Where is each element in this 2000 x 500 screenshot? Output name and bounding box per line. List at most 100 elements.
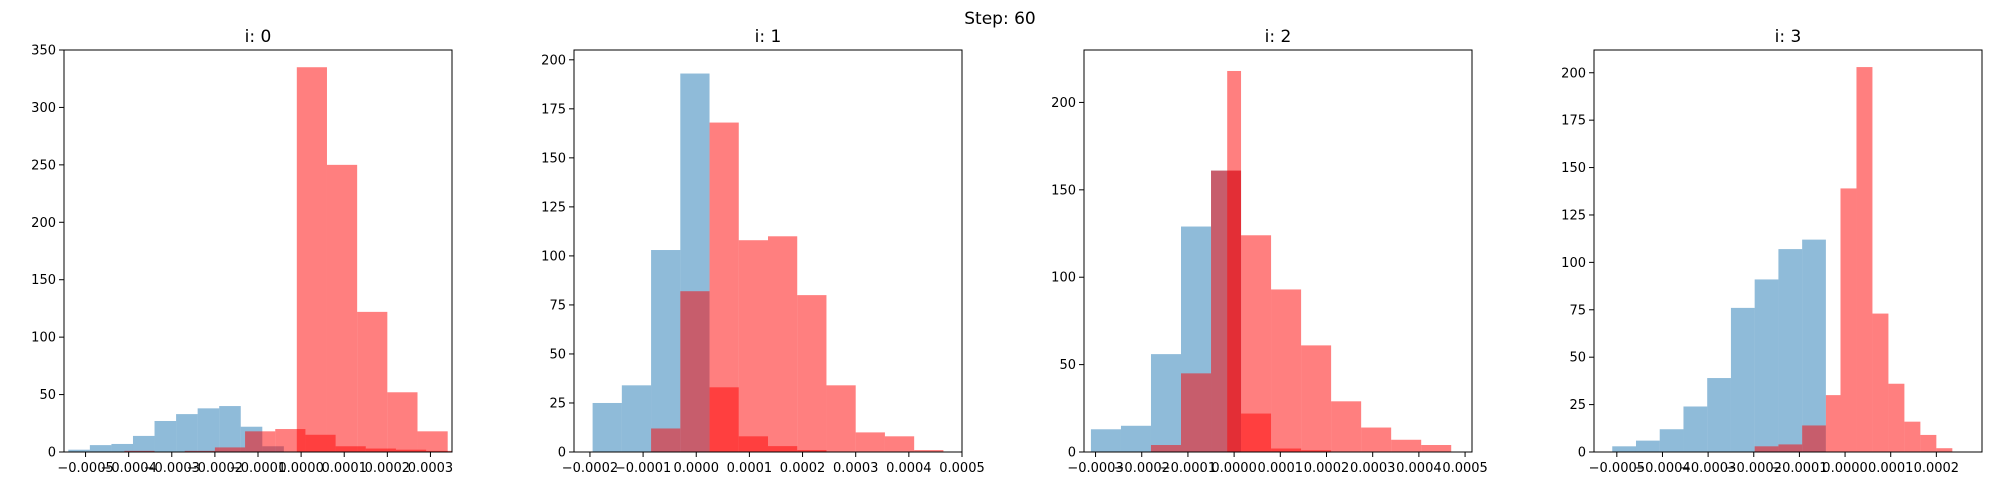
y-tick-label: 100	[1561, 256, 1586, 271]
x-tick-label: −0.0002	[562, 461, 618, 476]
bar	[124, 450, 155, 452]
bar	[1802, 425, 1826, 452]
bar	[417, 431, 448, 452]
bar	[621, 385, 652, 452]
bar	[1754, 279, 1779, 452]
y-tick-label: 100	[541, 249, 566, 264]
histogram-panels: i: 0−0.0005−0.0004−0.0003−0.0002−0.00010…	[31, 27, 1983, 476]
y-tick-label: 200	[1561, 66, 1586, 81]
bar	[1778, 444, 1803, 452]
panel-3: i: 3−0.0005−0.0004−0.0003−0.0002−0.00010…	[1561, 27, 1983, 476]
bar	[1936, 448, 1953, 452]
bar	[914, 450, 944, 452]
bar	[1872, 313, 1889, 452]
bar	[219, 406, 241, 452]
y-tick-label: 150	[1051, 183, 1076, 198]
x-tick-label: −0.0005	[57, 461, 113, 476]
bar	[680, 291, 710, 452]
bar	[1683, 406, 1708, 452]
y-tick-label: 25	[1569, 398, 1586, 413]
y-tick-label: 150	[31, 273, 56, 288]
bar	[89, 445, 112, 452]
x-tick-label: 0.0002	[1914, 461, 1960, 476]
bar	[1150, 445, 1181, 452]
y-tick-label: 50	[1059, 358, 1076, 373]
bar	[1301, 345, 1332, 452]
bar	[1421, 445, 1452, 452]
x-tick-label: −0.0003	[1680, 461, 1736, 476]
bar	[1840, 188, 1857, 452]
x-tick-label: 0.0000	[1211, 461, 1257, 476]
x-tick-label: 0.0001	[1868, 461, 1914, 476]
bar	[826, 385, 856, 452]
bar	[651, 428, 681, 452]
bar	[387, 392, 418, 452]
x-tick-label: 0.0000	[1822, 461, 1868, 476]
bar	[1612, 446, 1636, 452]
x-tick-label: −0.0004	[100, 461, 156, 476]
y-tick-label: 175	[541, 102, 566, 117]
panel-title: i: 2	[1265, 27, 1292, 47]
bar	[1825, 395, 1841, 452]
bar	[1730, 307, 1755, 452]
y-tick-label: 125	[541, 200, 566, 215]
y-tick-label: 125	[1561, 208, 1586, 223]
bar	[1181, 373, 1212, 452]
x-tick-label: 0.0005	[1442, 461, 1488, 476]
x-tick-label: −0.0002	[1726, 461, 1782, 476]
bar	[214, 447, 246, 452]
figure-title: Step: 60	[964, 9, 1035, 29]
y-tick-label: 0	[1068, 446, 1076, 461]
bar	[184, 450, 215, 452]
x-tick-label: −0.0002	[187, 461, 243, 476]
bar	[1241, 235, 1272, 452]
bar	[855, 432, 885, 452]
axes-frame	[573, 49, 963, 453]
bar	[1802, 239, 1826, 452]
x-tick-label: −0.0002	[1114, 461, 1170, 476]
panel-1: i: 1 −0.0002−0.0001 0.0000 0.0001 0.0002 0.00…	[541, 27, 985, 476]
x-tick-label: −0.0001	[1160, 461, 1216, 476]
panel-0: i: 0−0.0005−0.0004−0.0003−0.0002−0.00010…	[31, 27, 453, 476]
y-tick-label: 200	[31, 216, 56, 231]
bar	[357, 311, 388, 452]
y-tick-label: 100	[31, 331, 56, 346]
bar	[768, 236, 798, 452]
bars-3	[1612, 67, 1953, 452]
y-tick-label: 75	[549, 298, 566, 313]
bar	[738, 240, 768, 452]
panel-title: i: 3	[1775, 27, 1802, 47]
bar	[884, 436, 915, 452]
bar	[1920, 434, 1937, 452]
x-tick-label: 0.0005	[939, 461, 985, 476]
y-tick-label: 50	[39, 388, 56, 403]
bar	[197, 408, 220, 452]
y-tick-label: 350	[31, 44, 56, 59]
y-tick-label: 0	[558, 446, 566, 461]
bar	[1707, 378, 1731, 452]
x-tick-label: 0.0002	[365, 461, 411, 476]
bar	[592, 402, 622, 452]
x-tick-label: 0.0001	[727, 461, 773, 476]
x-tick-label: 0.0001	[1258, 461, 1304, 476]
y-tick-label: 50	[549, 347, 566, 362]
bar	[1361, 427, 1392, 452]
bar	[154, 420, 177, 452]
bars-0	[68, 67, 452, 452]
bar	[1659, 429, 1684, 452]
bar	[709, 122, 739, 452]
x-tick-label: 0.0002	[780, 461, 826, 476]
y-tick-label: 200	[1051, 96, 1076, 111]
x-tick-label: 0.0004	[886, 461, 932, 476]
y-tick-label: 150	[541, 151, 566, 166]
y-tick-label: 0	[1578, 446, 1586, 461]
y-tick-label: 150	[1561, 161, 1586, 176]
bar	[326, 164, 358, 452]
bar	[111, 443, 133, 452]
y-tick-label: 0	[48, 446, 56, 461]
bar	[132, 435, 155, 452]
bar	[1271, 289, 1302, 452]
bar	[176, 414, 198, 452]
